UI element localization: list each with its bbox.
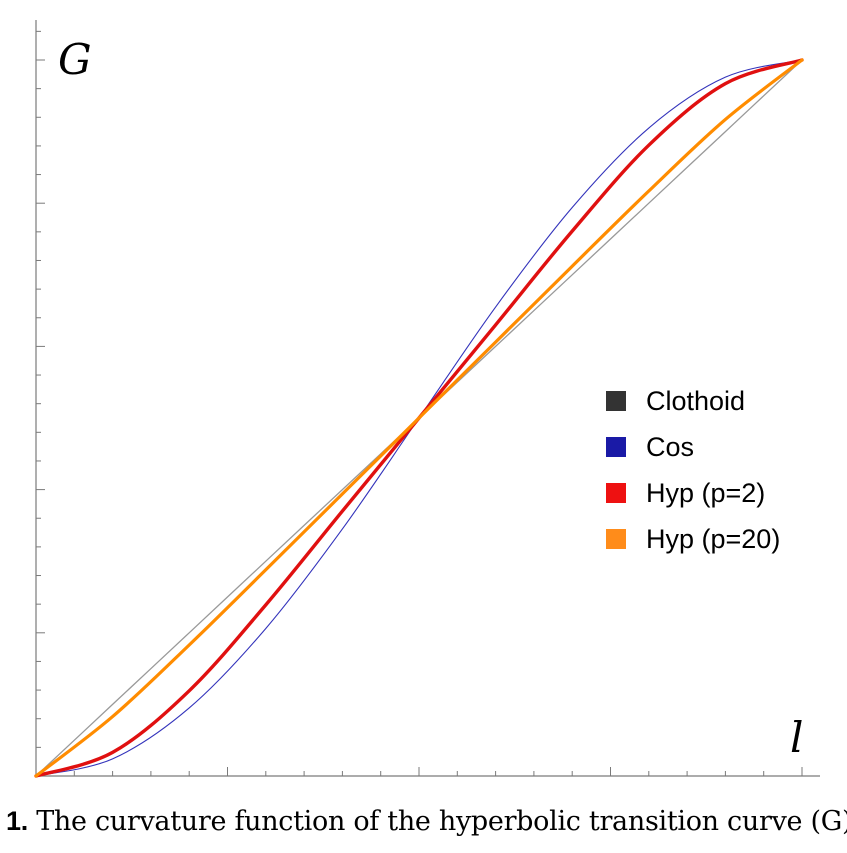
legend-label: Hyp (p=20) bbox=[646, 524, 780, 554]
chart: G l Clothoid Cos Hyp (p=2) Hyp (p=20) bbox=[34, 20, 820, 778]
legend-swatch bbox=[606, 437, 626, 457]
x-axis-label: l bbox=[790, 713, 803, 762]
legend-swatch bbox=[606, 483, 626, 503]
series-line-hyp-p-20 bbox=[34, 58, 804, 778]
legend-item-hyp-p-20: Hyp (p=20) bbox=[606, 524, 780, 554]
legend-label: Cos bbox=[646, 432, 694, 462]
series-lines bbox=[34, 58, 804, 778]
legend-item-cos: Cos bbox=[606, 432, 694, 462]
legend-label: Clothoid bbox=[646, 386, 745, 416]
legend-item-clothoid: Clothoid bbox=[606, 386, 745, 416]
figure-number: 1. bbox=[6, 806, 28, 836]
caption-text: The curvature function of the hyperbolic… bbox=[27, 806, 847, 837]
legend-label: Hyp (p=2) bbox=[646, 478, 765, 508]
legend-swatch bbox=[606, 391, 626, 411]
legend-swatch bbox=[606, 529, 626, 549]
legend-item-hyp-p-2: Hyp (p=2) bbox=[606, 478, 765, 508]
y-axis-label: G bbox=[58, 35, 92, 84]
legend: Clothoid Cos Hyp (p=2) Hyp (p=20) bbox=[606, 386, 780, 554]
figure-caption: 1. The curvature function of the hyperbo… bbox=[6, 806, 847, 837]
axis-ticks bbox=[36, 30, 803, 776]
